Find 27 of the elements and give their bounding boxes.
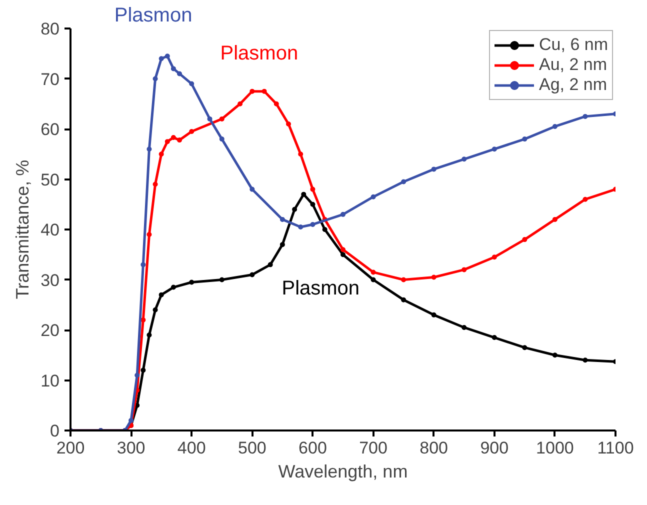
y-tick-label: 40: [40, 220, 60, 240]
x-tick-label: 1000: [536, 438, 574, 458]
legend-label: Au, 2 nm: [539, 55, 608, 75]
legend-label: Cu, 6 nm: [539, 35, 608, 55]
x-tick-label: 900: [480, 438, 509, 458]
y-tick-label: 0: [50, 422, 60, 440]
y-tick-label: 70: [40, 70, 60, 89]
x-tick-label: 700: [359, 438, 388, 458]
y-tick-label: 20: [40, 321, 60, 340]
x-tick-label: 800: [420, 438, 448, 458]
y-axis-title: Transmittance, %: [12, 160, 33, 300]
x-axis-title: Wavelength, nm: [278, 462, 408, 482]
y-tick-label: 50: [40, 170, 60, 190]
x-tick-label: 600: [298, 438, 327, 458]
x-tick-label: 1100: [597, 438, 634, 458]
annotation: Plasmon: [220, 42, 298, 64]
x-tick-label: 200: [56, 438, 85, 458]
x-tick-label: 400: [177, 438, 206, 458]
annotation: Plasmon: [282, 277, 360, 300]
x-tick-label: 300: [116, 438, 146, 458]
y-tick-label: 30: [40, 270, 60, 290]
x-tick-label: 500: [238, 438, 266, 458]
y-tick-label: 80: [40, 20, 60, 38]
text: Plasmon: [114, 4, 192, 26]
legend-label: Ag, 2 nm: [539, 75, 608, 95]
y-tick-label: 10: [40, 371, 60, 390]
y-tick-label: 60: [40, 120, 60, 139]
